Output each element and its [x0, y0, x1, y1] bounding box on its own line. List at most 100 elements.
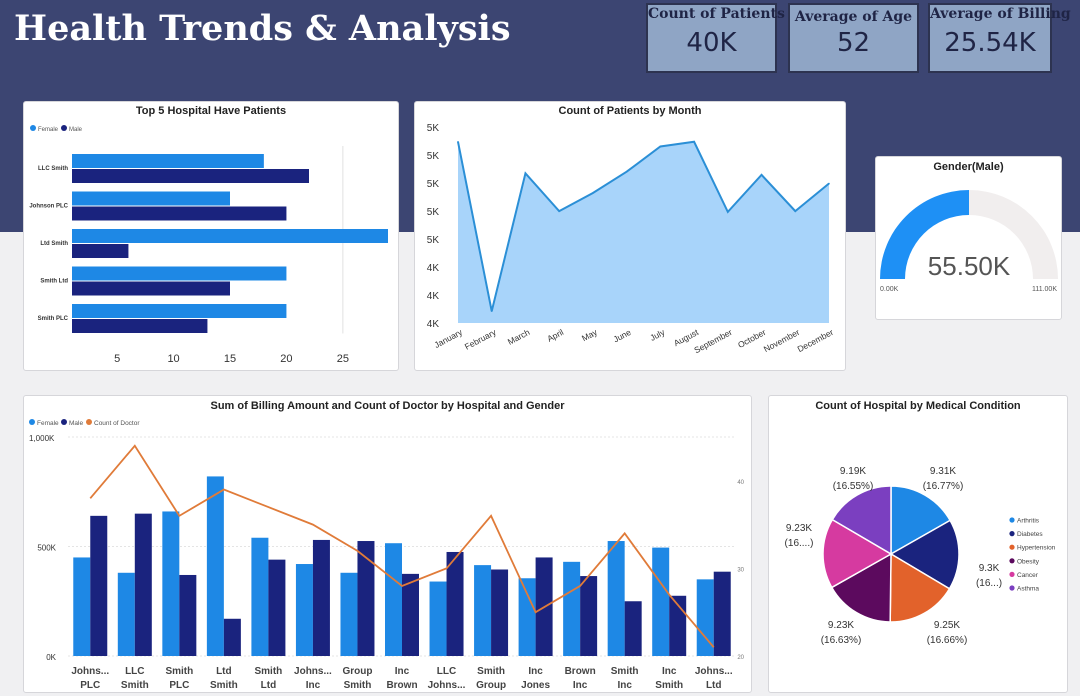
legend-label: Cancer — [1017, 572, 1039, 579]
category-label: Inc — [528, 666, 543, 677]
bar-male — [72, 319, 208, 333]
legend-marker — [1009, 571, 1015, 577]
bar-male — [713, 571, 731, 656]
bar-male — [134, 513, 152, 656]
bar-female — [518, 578, 536, 656]
category-label: Smith Ltd — [40, 279, 68, 285]
x-tick-label: March — [506, 327, 532, 347]
data-point — [727, 211, 729, 213]
bar-male — [72, 281, 230, 296]
category-label: Smith — [121, 680, 149, 691]
data-point — [828, 182, 830, 185]
series-line — [457, 140, 830, 312]
data-point — [558, 210, 560, 212]
y2-tick-label: 30 — [737, 567, 744, 573]
bar-male — [402, 573, 419, 656]
bar-female — [72, 191, 230, 206]
x-tick-label: 15 — [224, 353, 236, 365]
y2-tick-label: 40 — [737, 480, 744, 486]
legend-label-female: Female — [38, 127, 59, 133]
bar-female — [696, 579, 714, 656]
category-label: Johns... — [294, 666, 332, 677]
y-tick-label: 1,000K — [29, 434, 55, 443]
medical-condition-card[interactable]: Count of Hospital by Medical Condition 9… — [768, 395, 1068, 693]
bar-male — [491, 569, 509, 656]
x-tick-label: November — [762, 327, 801, 354]
data-point — [625, 170, 628, 173]
pie-slice — [830, 552, 892, 623]
category-label: PLC — [80, 680, 100, 691]
category-label: Ltd — [216, 666, 232, 677]
bar-female — [251, 537, 269, 656]
bar-male — [624, 601, 642, 656]
category-label: Smith — [165, 666, 193, 677]
category-label: Johns... — [695, 666, 733, 677]
category-label: PLC — [169, 680, 189, 691]
kpi-count-of-patients[interactable]: Count of Patients 40K — [646, 3, 785, 73]
bar-male — [446, 551, 464, 656]
data-label-pct: (16....) — [785, 538, 814, 549]
category-label: Smith PLC — [38, 316, 69, 322]
chart-title: Sum of Billing Amount and Count of Docto… — [210, 400, 565, 412]
category-label: Brown — [386, 680, 417, 691]
pie-slice — [890, 485, 952, 556]
y-tick-label: 4K — [427, 291, 440, 302]
pie-slice — [889, 552, 951, 623]
category-label: LLC — [125, 666, 144, 677]
legend-marker-male — [61, 125, 67, 131]
category-label: Ltd — [706, 680, 722, 691]
chart-title: Gender(Male) — [933, 161, 1004, 173]
kpi-label: Count of Patients — [648, 6, 785, 22]
category-label: Jones — [521, 680, 550, 691]
category-label: Ltd Smith — [40, 241, 68, 247]
data-label-pct: (16.55%) — [833, 481, 874, 492]
doctor-count-line — [89, 444, 715, 648]
y-tick-label: 5K — [427, 179, 440, 190]
patients-by-month-card[interactable]: Count of Patients by Month 5K 5K 5K 5K 5K 4K 4… — [414, 101, 846, 371]
legend-marker-female — [30, 125, 36, 131]
kpi-value: 52 — [836, 28, 871, 58]
x-tick-label: May — [580, 327, 600, 344]
x-tick-label: December — [796, 327, 835, 354]
y-tick-label: 5K — [427, 207, 440, 218]
x-tick-label: 25 — [337, 353, 349, 365]
data-point — [794, 210, 797, 212]
legend-label: Hypertension — [1017, 545, 1056, 552]
pie-slice — [831, 485, 892, 556]
x-tick-label: June — [612, 327, 633, 345]
data-label-value: 9.19K — [840, 466, 866, 477]
kpi-label: Average of Age — [794, 9, 913, 25]
x-tick-label: January — [433, 327, 465, 350]
x-tick-label: September — [692, 327, 734, 355]
kpi-value: 25.54K — [944, 28, 1036, 58]
kpi-average-of-billing[interactable]: Average of Billing 25.54K — [928, 3, 1071, 73]
category-label: Group — [342, 666, 372, 677]
category-label: Brown — [565, 666, 596, 677]
gender-male-gauge-card[interactable]: Gender(Male) 55.50K 0.00K 111.00K — [875, 156, 1062, 320]
data-label-pct: (16.77%) — [923, 481, 964, 492]
billing-doctor-card[interactable]: Sum of Billing Amount and Count of Docto… — [23, 395, 752, 693]
category-label: Smith — [655, 680, 683, 691]
y-tick-label: 5K — [427, 123, 440, 134]
bar-female — [607, 541, 625, 656]
data-label-pct: (16...) — [976, 578, 1002, 589]
gender-male-gauge: 55.50K 0.00K 111.00K — [880, 190, 1058, 293]
bar-male — [72, 244, 129, 258]
category-label: Ltd — [261, 680, 277, 691]
category-label: Smith — [255, 666, 283, 677]
bar-male — [72, 206, 287, 221]
category-label: Inc — [662, 666, 677, 677]
top5-hospitals-card[interactable]: Top 5 Hospital Have Patients Female Male L… — [23, 101, 399, 371]
legend-label-male: Male — [69, 127, 83, 133]
pie-slice — [889, 519, 960, 590]
top5-hospitals-chart: Female Male LLC Smith Johnson PLC Ltd Smith S… — [29, 125, 388, 365]
category-label: Inc — [573, 680, 588, 691]
x-tick-label: 5 — [114, 353, 120, 365]
category-label: LLC — [437, 666, 456, 677]
legend-marker — [1009, 544, 1015, 550]
legend-label: Obesity — [1017, 558, 1040, 565]
kpi-value: 40K — [686, 28, 737, 58]
kpi-average-of-age[interactable]: Average of Age 52 — [788, 3, 919, 73]
legend-marker — [1009, 558, 1015, 564]
bar-female — [72, 154, 264, 168]
